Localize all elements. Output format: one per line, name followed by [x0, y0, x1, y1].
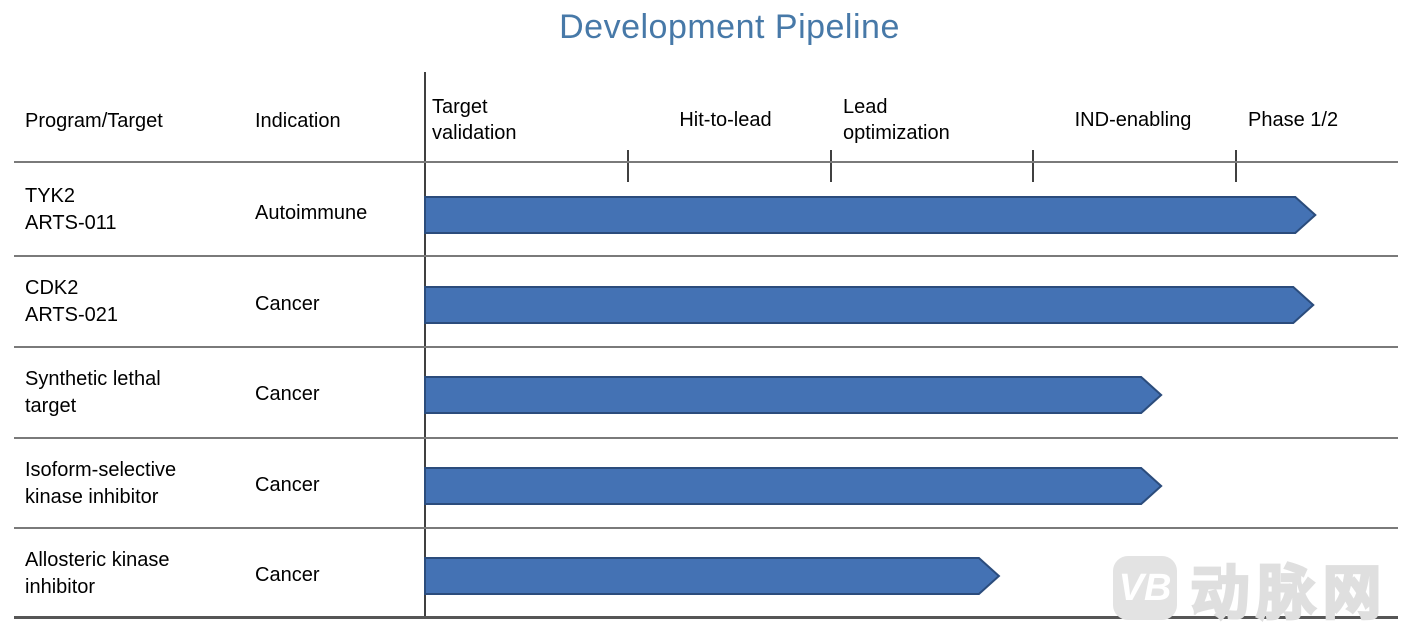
stage-boundary-tick: [627, 150, 629, 182]
indication-cell: Autoimmune: [255, 202, 368, 224]
progress-arrow: [424, 196, 1317, 234]
progress-arrow: [424, 286, 1315, 324]
watermark-text: 动脉网: [1189, 560, 1390, 628]
header-separator: [14, 161, 1398, 163]
stage-boundary-tick: [1032, 150, 1034, 182]
program-cell: Isoform-selective kinase inhibitor: [25, 459, 177, 508]
row-separator: [14, 437, 1398, 439]
row-separator: [14, 255, 1398, 257]
stage-header-target-validation: Target validation: [432, 96, 517, 144]
indication-cell: Cancer: [255, 474, 320, 496]
stage-header-phase-1-2: Phase 1/2: [1248, 109, 1339, 131]
program-cell: Allosteric kinase inhibitor: [25, 549, 170, 598]
table-bottom-border: [14, 616, 1398, 619]
stage-header-hit-to-lead: Hit-to-lead: [679, 109, 772, 131]
program-cell: CDK2 ARTS-021: [25, 277, 119, 326]
stage-boundary-tick: [830, 150, 832, 182]
program-cell: Synthetic lethal target: [25, 368, 161, 417]
progress-arrow: [424, 557, 1001, 595]
stage-boundary-tick: [1235, 150, 1237, 182]
indication-cell: Cancer: [255, 293, 320, 315]
progress-arrow: [424, 376, 1163, 414]
row-separator: [14, 527, 1398, 529]
indication-cell: Cancer: [255, 383, 320, 405]
row-separator: [14, 346, 1398, 348]
stage-header-lead-optimization: Lead optimization: [843, 96, 950, 144]
column-header-indication: Indication: [255, 110, 341, 132]
indication-cell: Cancer: [255, 564, 320, 586]
column-header-program: Program/Target: [25, 110, 163, 132]
watermark-vb-logo-icon: VB: [1113, 556, 1177, 620]
stage-header-ind-enabling: IND-enabling: [1074, 109, 1192, 131]
watermark-logo-text: VB: [1118, 566, 1172, 609]
progress-arrow: [424, 467, 1163, 505]
chart-title: Development Pipeline: [559, 8, 900, 46]
watermark: VB 动脉网: [1113, 546, 1389, 630]
stage-axis-line: [424, 72, 426, 618]
program-cell: TYK2 ARTS-011: [25, 185, 117, 234]
